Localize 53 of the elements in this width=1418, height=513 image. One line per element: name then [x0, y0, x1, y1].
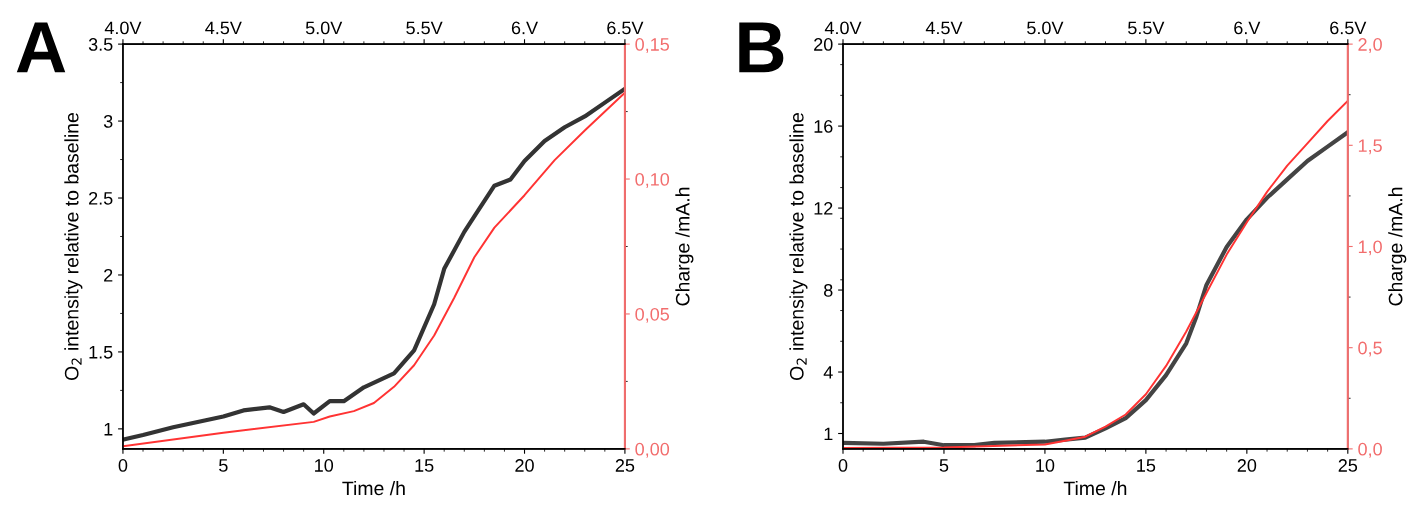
x-tick-label: 20 — [1237, 459, 1257, 472]
x2-tick-label: 5.0V — [1027, 21, 1064, 35]
x2-tick-label: 4.5V — [205, 21, 242, 35]
x2-tick-label: 6.5V — [607, 21, 644, 35]
y2-tick-label: 0,0 — [1358, 442, 1382, 458]
y-tick-label: 3.5 — [88, 38, 113, 51]
x-tick-label: 10 — [315, 459, 334, 472]
x2-tick-label: 6.V — [1234, 21, 1261, 35]
x-tick-label: 5 — [939, 459, 949, 472]
y2-tick-label: 0,00 — [635, 442, 670, 458]
y-tick-label: 2 — [104, 268, 113, 282]
y2-tick-label: 0,10 — [635, 172, 670, 188]
y2-tick-label: 1,5 — [1358, 139, 1382, 155]
x2-tick-label: 5.0V — [305, 21, 343, 35]
y2-tick-label: 0,15 — [635, 38, 670, 53]
x-tick-label: 15 — [1137, 459, 1156, 472]
x2-tick-label: 4.0V — [104, 21, 142, 35]
y-tick-label: 8 — [824, 283, 833, 297]
x2-tick-label: 4.0V — [824, 21, 862, 35]
x-tick-label: 10 — [1036, 459, 1055, 472]
x-tick-label: 0 — [118, 459, 128, 472]
y2-tick-label: 1,0 — [1358, 240, 1382, 256]
chart-title: A — [16, 22, 66, 73]
x-tick-label: 25 — [615, 459, 635, 472]
x2-tick-label: 6.V — [511, 21, 538, 35]
chart-title: B — [739, 22, 784, 73]
y2-axis-title: Charge /mA.h — [675, 187, 694, 306]
y2-tick-label: 0,5 — [1358, 341, 1382, 357]
x2-tick-label: 6.5V — [1330, 21, 1367, 35]
y-tick-label: 4 — [823, 366, 833, 379]
x-tick-label: 0 — [838, 459, 848, 472]
y-axis-title: O$_{2}$ intensity relative to baseline — [789, 113, 808, 381]
y2-tick-label: 0,05 — [635, 307, 670, 323]
y-tick-label: 12 — [814, 202, 833, 215]
x-tick-label: 20 — [515, 459, 534, 472]
y-tick-label: 1.5 — [89, 346, 113, 359]
y-axis-title: O$_{2}$ intensity relative to baseline — [64, 113, 83, 381]
y-tick-label: 3 — [103, 115, 113, 128]
x2-tick-label: 5.5V — [1128, 21, 1165, 35]
y-tick-label: 1 — [104, 422, 113, 436]
y-tick-label: 1 — [824, 427, 833, 441]
y-tick-label: 16 — [814, 120, 833, 133]
x-axis-title: Time /h — [1063, 480, 1127, 496]
x2-tick-label: 5.5V — [406, 21, 443, 35]
x-tick-label: 5 — [219, 459, 228, 472]
x-tick-label: 15 — [415, 459, 434, 472]
y2-axis-title: Charge /mA.h — [1388, 187, 1407, 306]
y-tick-label: 20 — [814, 38, 833, 51]
x-tick-label: 25 — [1338, 459, 1358, 472]
y2-tick-label: 2,0 — [1358, 38, 1382, 53]
x-axis-title: Time /h — [342, 480, 405, 496]
x2-tick-label: 4.5V — [925, 21, 963, 35]
y-tick-label: 2.5 — [89, 191, 113, 205]
